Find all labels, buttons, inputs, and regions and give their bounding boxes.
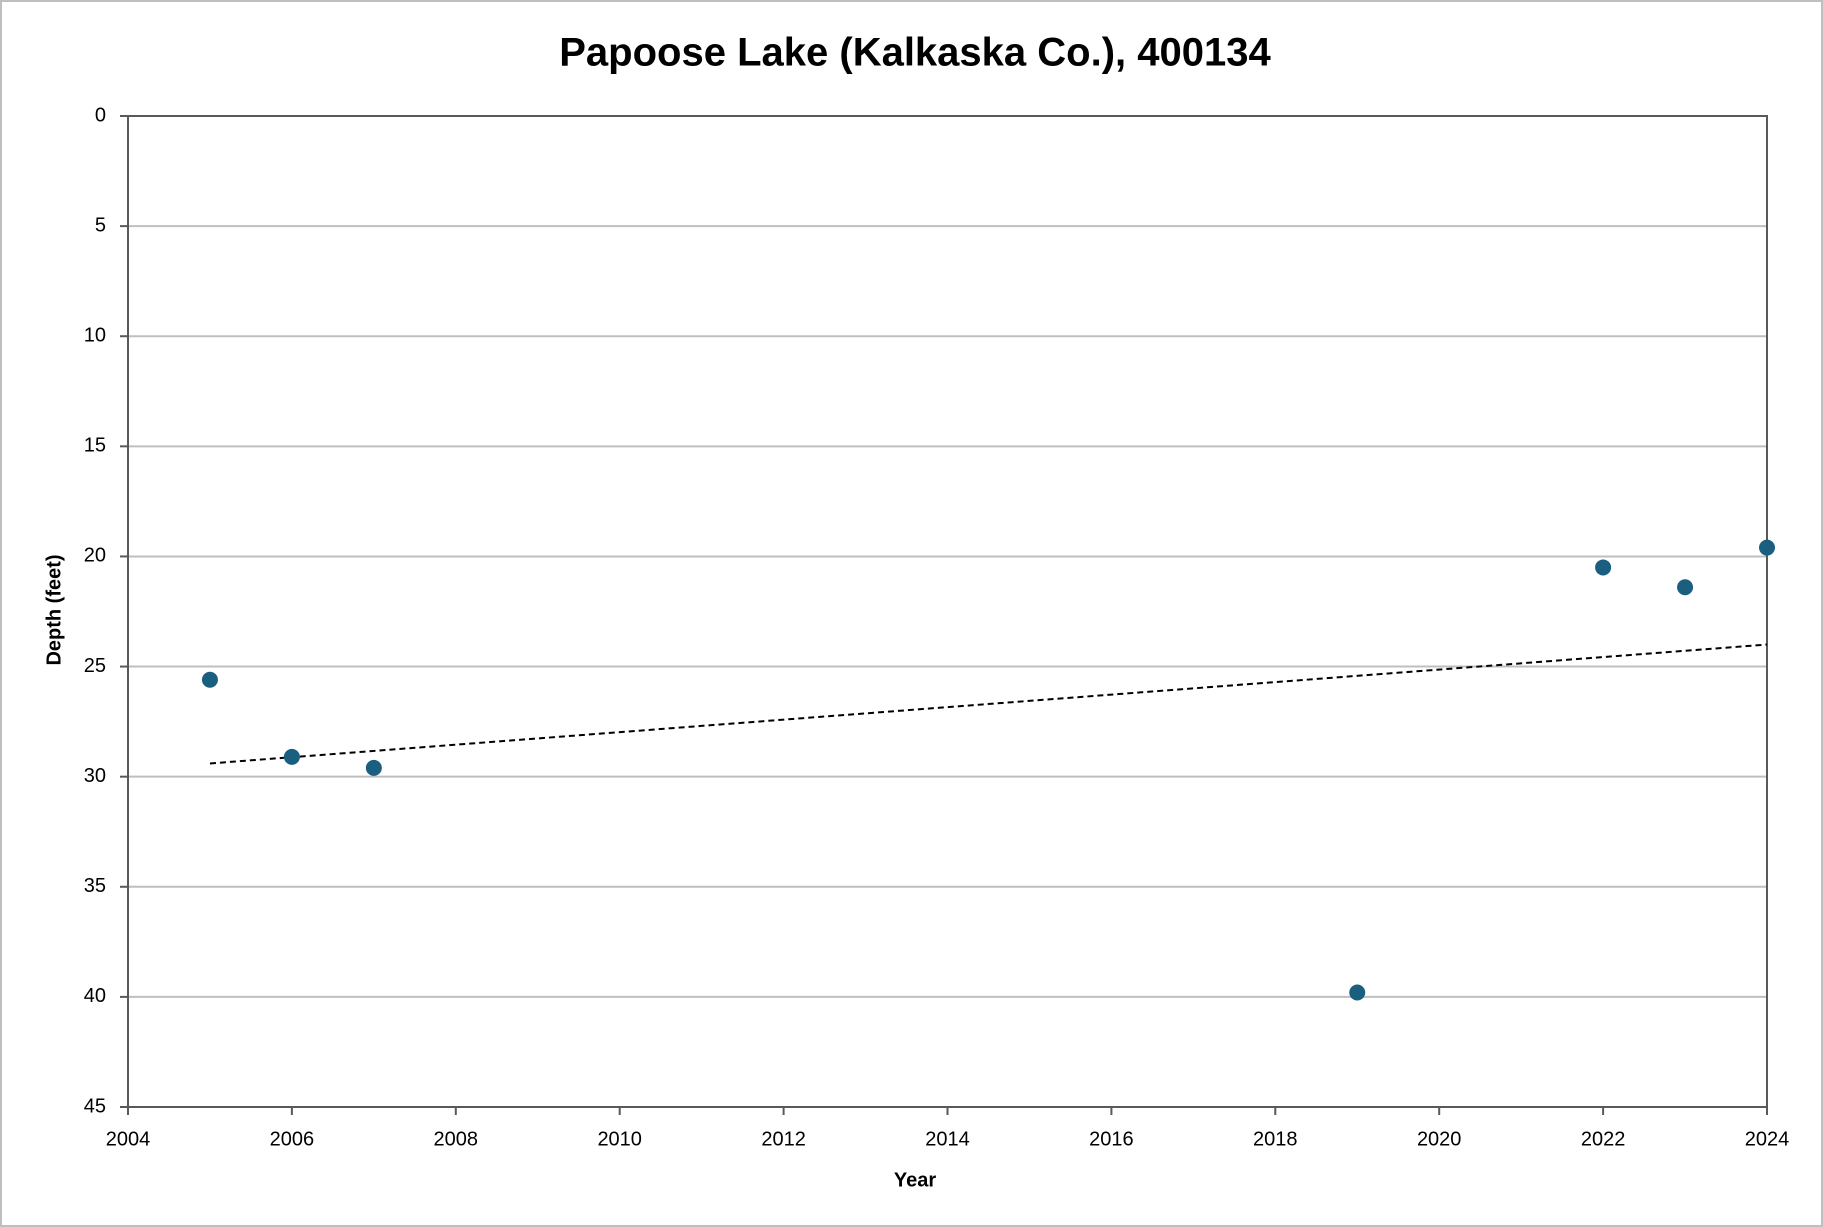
y-tick-label: 15 <box>84 435 106 457</box>
data-point <box>1349 984 1366 1001</box>
x-tick-label: 2006 <box>270 1128 315 1150</box>
y-tick-label: 10 <box>84 325 106 347</box>
x-tick-label: 2016 <box>1089 1128 1134 1150</box>
x-tick-label: 2018 <box>1253 1128 1298 1150</box>
y-tick-label: 45 <box>84 1095 106 1117</box>
x-tick-label: 2022 <box>1581 1128 1626 1150</box>
data-point <box>283 748 300 765</box>
x-tick-label: 2020 <box>1417 1128 1462 1150</box>
y-tick-label: 35 <box>84 875 106 897</box>
y-tick-label: 20 <box>84 545 106 567</box>
x-tick-label: 2008 <box>434 1128 479 1150</box>
x-tick-label: 2014 <box>925 1128 970 1150</box>
x-axis-label: Year <box>894 1169 936 1191</box>
y-tick-label: 0 <box>95 104 106 126</box>
trendline <box>209 643 1768 765</box>
y-axis-label: Depth (feet) <box>43 554 65 665</box>
x-tick-label: 2004 <box>106 1128 151 1150</box>
data-point <box>1759 539 1775 556</box>
data-point <box>201 671 218 688</box>
chart-title: Papoose Lake (Kalkaska Co.), 400134 <box>559 31 1271 75</box>
y-tick-label: 40 <box>84 985 106 1007</box>
y-tick-label: 25 <box>84 655 106 677</box>
x-tick-label: 2012 <box>761 1128 806 1150</box>
x-tick-label: 2024 <box>1745 1128 1790 1150</box>
y-tick-label: 30 <box>84 765 106 787</box>
data-point <box>365 759 382 776</box>
x-tick-label: 2010 <box>597 1128 642 1150</box>
y-tick-label: 5 <box>95 214 106 236</box>
data-point <box>1595 559 1612 576</box>
data-point <box>1677 579 1694 596</box>
